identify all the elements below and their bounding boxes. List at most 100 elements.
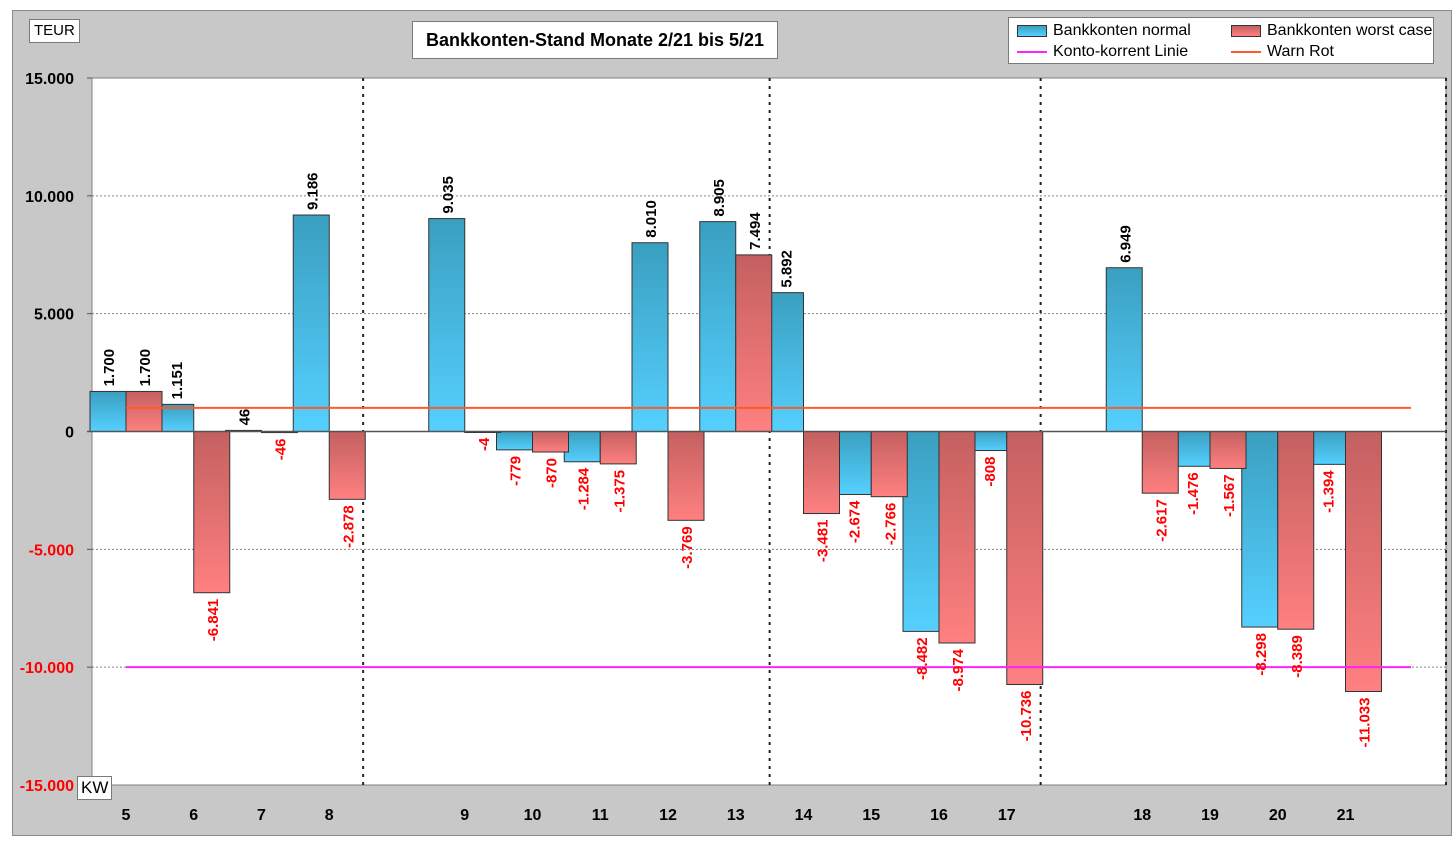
bar-normal <box>563 431 601 463</box>
data-label: -3.481 <box>815 520 832 563</box>
bar-normal <box>1309 431 1346 465</box>
x-tick-label: 10 <box>524 807 542 824</box>
data-label: -1.394 <box>1321 470 1338 513</box>
bar-worst-case <box>125 390 163 433</box>
bar-normal <box>496 431 533 451</box>
data-label: 1.700 <box>101 349 118 387</box>
bar-normal <box>292 214 330 432</box>
data-label: -2.617 <box>1153 499 1170 542</box>
bar-worst-case <box>1141 431 1179 494</box>
bar-normal <box>631 242 669 432</box>
bar-worst-case <box>803 431 840 515</box>
x-tick-label: 20 <box>1269 807 1287 824</box>
data-label: -8.482 <box>914 637 931 680</box>
y-tick-label: 15.000 <box>25 71 74 88</box>
x-tick-label: 13 <box>727 807 745 824</box>
bar-normal <box>767 292 804 432</box>
data-label: 8.010 <box>643 200 660 238</box>
x-tick-label: 14 <box>795 807 813 824</box>
bar-worst-case <box>1006 431 1044 686</box>
data-label: -8.974 <box>950 648 967 691</box>
y-tick-label: 0 <box>65 425 74 442</box>
data-label: -808 <box>982 457 999 487</box>
legend-label: Bankkonten normal <box>1053 22 1191 39</box>
data-label: 9.035 <box>440 176 457 214</box>
data-label: -11.033 <box>1357 698 1374 748</box>
data-label: -870 <box>544 458 561 488</box>
bar-normal <box>699 221 737 432</box>
y-axis-unit-label: TEUR <box>29 19 80 43</box>
data-label: -3.769 <box>679 526 696 569</box>
data-label: 9.186 <box>304 172 321 210</box>
bar-worst-case <box>938 431 976 644</box>
bar-worst-case <box>667 431 705 521</box>
x-tick-label: 16 <box>930 807 948 824</box>
data-label: 1.151 <box>169 362 186 400</box>
data-label: 6.949 <box>1117 225 1134 263</box>
bars <box>89 214 1382 693</box>
legend-item-worst-case: Bankkonten worst case <box>1231 21 1432 41</box>
bar-normal <box>1173 431 1211 467</box>
reference-lines <box>126 406 1411 669</box>
bar-normal <box>1105 267 1143 432</box>
bar-normal <box>89 390 127 433</box>
x-tick-label: 11 <box>592 807 609 824</box>
legend-item-normal: Bankkonten normal <box>1017 21 1191 41</box>
bar-worst-case <box>1345 431 1382 693</box>
bar-worst-case <box>735 254 773 432</box>
x-tick-label: 6 <box>189 807 198 824</box>
bar-normal <box>834 431 872 496</box>
legend-item-warn-rot: Warn Rot <box>1231 42 1334 62</box>
legend-swatch-normal <box>1017 24 1047 37</box>
data-label: -2.674 <box>846 500 863 543</box>
data-label: -1.476 <box>1185 472 1202 515</box>
x-tick-label: 8 <box>325 807 334 824</box>
bar-worst-case <box>193 431 231 594</box>
bar-worst-case <box>599 431 637 465</box>
bar-normal <box>902 431 940 632</box>
axes: 15.000 10.000 5.000 0 -5.000 -10.000 -15.000 5 6… <box>20 71 1446 824</box>
y-tick-label: -5.000 <box>29 542 74 559</box>
data-label: -2.878 <box>340 505 357 548</box>
x-tick-label: 9 <box>460 807 469 824</box>
legend: Bankkonten normal Bankkonten worst case … <box>1008 17 1434 64</box>
data-label: -2.766 <box>882 503 899 546</box>
data-label: -1.375 <box>611 470 628 513</box>
x-tick-label: 17 <box>998 807 1016 824</box>
data-label: -1.284 <box>575 467 592 510</box>
data-label: 1.700 <box>137 349 154 387</box>
data-label: -10.736 <box>1018 691 1035 742</box>
data-label: 8.905 <box>711 179 728 217</box>
bar-worst-case <box>532 431 569 453</box>
x-tick-label: 7 <box>257 807 266 824</box>
data-label: -6.841 <box>205 599 222 642</box>
bar-worst-case <box>1277 431 1315 630</box>
data-labels: 1.700 1.151 46 9.186 9.035 -779 -1.284 8.010 8.9… <box>101 172 1374 747</box>
data-label: -46 <box>273 439 290 461</box>
x-tick-label: 15 <box>862 807 880 824</box>
bar-normal <box>1241 431 1279 628</box>
x-tick-label: 18 <box>1133 807 1151 824</box>
bar-worst-case <box>328 431 366 500</box>
legend-line-kontokorrent <box>1017 50 1047 53</box>
data-label: 5.892 <box>779 250 796 288</box>
bar-worst-case <box>870 431 908 498</box>
data-label: -8.298 <box>1253 633 1270 676</box>
chart-title: Bankkonten-Stand Monate 2/21 bis 5/21 <box>412 21 778 59</box>
legend-item-kontokorrent: Konto-korrent Linie <box>1017 42 1188 62</box>
data-label: -1.567 <box>1221 474 1238 517</box>
bar-normal <box>428 218 466 432</box>
y-tick-label: 5.000 <box>34 307 74 324</box>
y-tick-label: -15.000 <box>20 778 74 795</box>
y-tick-label: 10.000 <box>25 189 74 206</box>
legend-swatch-worst-case <box>1231 24 1261 37</box>
data-label: -4 <box>476 437 493 451</box>
legend-line-warn-rot <box>1231 50 1261 53</box>
x-tick-label: 5 <box>122 807 131 824</box>
x-tick-label: 21 <box>1337 807 1355 824</box>
legend-label: Bankkonten worst case <box>1267 22 1433 39</box>
x-tick-label: 12 <box>659 807 677 824</box>
y-tick-label: -10.000 <box>20 660 74 677</box>
legend-label: Konto-korrent Linie <box>1053 43 1189 60</box>
